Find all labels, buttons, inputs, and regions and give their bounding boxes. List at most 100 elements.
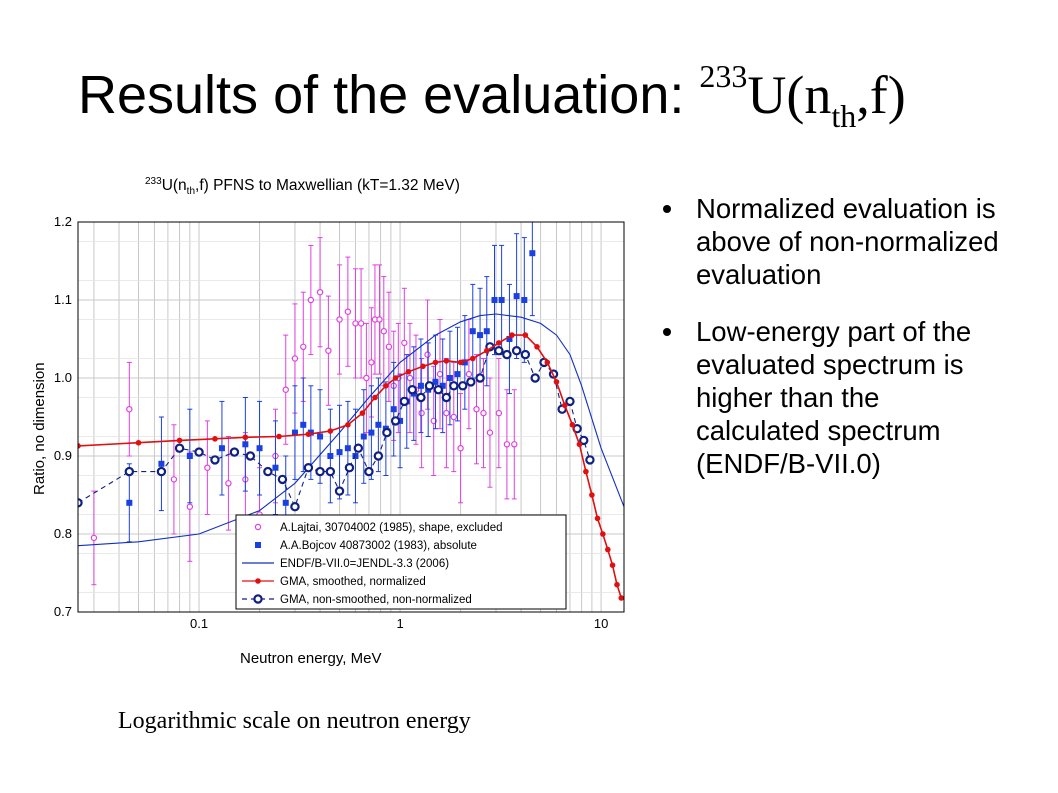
data-point: [534, 344, 540, 350]
data-point: [263, 466, 273, 477]
data-point: [372, 394, 378, 401]
bullet-list: Normalized evaluation is above of non-no…: [660, 192, 1005, 504]
bullet-text: Low-energy part of the evaluated spectru…: [696, 316, 972, 479]
data-point: [496, 340, 502, 346]
chart-title: 233U(nth,f) PFNS to Maxwellian (kT=1.32 …: [145, 176, 460, 197]
y-axis-label: Ratio, no dimension: [31, 362, 48, 495]
data-point: [307, 296, 315, 304]
data-point: [344, 463, 355, 473]
data-point: [565, 396, 575, 407]
data-point: [357, 320, 365, 327]
data-point: [520, 349, 531, 360]
data-point: [432, 359, 439, 366]
series-2: [78, 313, 624, 547]
data-point: [583, 468, 589, 475]
data-point: [503, 441, 511, 448]
data-point: [245, 451, 256, 461]
pfns-ratio-chart: 233U(nth,f) PFNS to Maxwellian (kT=1.32 …: [31, 176, 625, 667]
data-point: [360, 433, 367, 440]
data-point: [272, 464, 279, 471]
data-point: [530, 373, 540, 383]
data-point: [502, 349, 512, 360]
data-point: [255, 542, 261, 548]
data-point: [204, 464, 211, 471]
data-point: [158, 460, 165, 467]
data-point: [126, 405, 133, 413]
data-point: [253, 594, 263, 604]
data-point: [186, 453, 193, 459]
data-point: [336, 316, 343, 323]
data-point: [618, 595, 624, 601]
data-point: [390, 416, 401, 426]
data-point: [495, 409, 503, 417]
data-point: [477, 332, 484, 339]
data-point: [457, 445, 464, 452]
data-point: [359, 410, 366, 416]
data-point: [124, 466, 135, 477]
title-mass-number: 233: [699, 58, 748, 94]
data-point: [156, 466, 167, 477]
data-point: [491, 297, 498, 303]
data-point: [382, 427, 392, 438]
plot-frame: [77, 221, 625, 613]
tick-labels: 0.1 1 10 0.7 0.8 0.9 1.0 1.1 1.2: [54, 214, 608, 631]
series-3: [78, 332, 624, 601]
data-point: [186, 503, 194, 510]
bullet-item: Low-energy part of the evaluated spectru…: [660, 315, 1005, 480]
chart-title-main: U(n: [162, 177, 187, 194]
data-point: [352, 320, 359, 327]
data-point: [212, 436, 218, 442]
series-1: [126, 222, 536, 551]
data-point: [282, 386, 289, 393]
data-point: [317, 433, 324, 440]
data-point: [255, 578, 261, 584]
data-point: [399, 396, 410, 407]
data-point: [605, 546, 611, 553]
data-point: [407, 384, 417, 395]
data-point: [282, 499, 289, 506]
data-point: [614, 581, 620, 588]
title-prefix: Results of the evaluation:: [78, 65, 685, 125]
data-point: [439, 382, 446, 389]
data-point: [373, 451, 384, 461]
data-point: [291, 429, 298, 436]
data-point: [375, 421, 382, 428]
data-point: [390, 406, 397, 413]
data-point: [418, 409, 425, 417]
data-point: [344, 445, 351, 452]
data-point: [126, 499, 133, 506]
bullet-text: Normalized evaluation is above of non-no…: [696, 193, 999, 290]
data-point: [344, 308, 352, 315]
data-point: [376, 316, 383, 323]
data-point: [229, 447, 240, 457]
data-point: [405, 368, 412, 375]
data-point: [522, 332, 529, 338]
data-point: [449, 381, 459, 391]
legend-label: GMA, non-smoothed, non-normalized: [280, 594, 472, 606]
chart-title-sub: th: [187, 186, 195, 197]
legend-label: ENDF/B-VII.0=JENDL-3.3 (2006): [280, 558, 449, 570]
data-point: [276, 433, 282, 440]
data-point: [609, 562, 616, 568]
data-point: [436, 370, 444, 378]
data-point: [352, 453, 359, 459]
legend-label: A.Lajtai, 30704002 (1985), shape, exclud…: [280, 522, 503, 534]
data-point: [457, 359, 464, 366]
series-layer: [78, 222, 624, 601]
data-point: [544, 359, 551, 366]
data-point: [194, 447, 204, 457]
data-point: [443, 409, 450, 417]
data-point: [506, 336, 513, 342]
data-point: [78, 443, 81, 449]
data-point: [594, 515, 601, 522]
data-point: [305, 431, 312, 437]
data-point: [174, 443, 185, 453]
data-point: [579, 435, 589, 446]
data-point: [480, 409, 487, 417]
data-point: [433, 384, 444, 395]
data-point: [401, 339, 408, 347]
data-point: [291, 355, 299, 362]
x-tick-label: 0.1: [190, 616, 208, 631]
data-point: [443, 358, 450, 364]
data-point: [383, 383, 389, 389]
